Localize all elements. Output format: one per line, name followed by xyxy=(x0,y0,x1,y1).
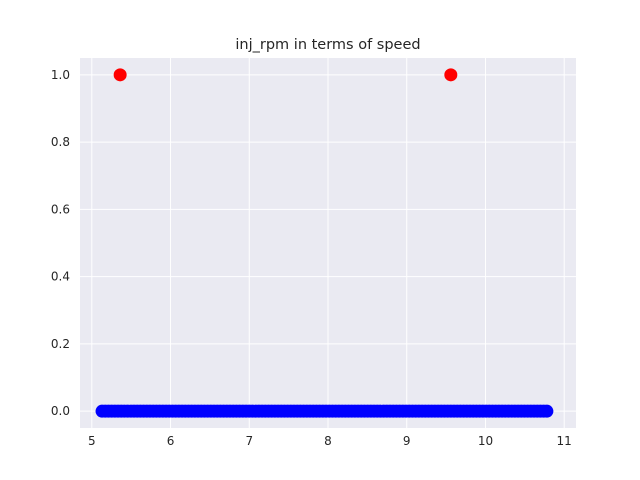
x-tick-label: 11 xyxy=(557,434,572,448)
y-tick-label: 0.0 xyxy=(51,404,70,418)
x-tick-label: 8 xyxy=(324,434,332,448)
scatter-point xyxy=(444,68,458,82)
x-tick-label: 10 xyxy=(478,434,493,448)
y-tick-label: 0.4 xyxy=(51,270,70,284)
y-tick-label: 0.6 xyxy=(51,202,70,216)
data-points xyxy=(95,68,554,418)
x-tick-label: 7 xyxy=(245,434,253,448)
y-axis-ticks: 0.0 0.2 0.4 0.6 0.8 1.0 xyxy=(51,68,70,418)
scatter-point xyxy=(113,68,127,82)
x-tick-label: 5 xyxy=(88,434,96,448)
y-tick-label: 0.8 xyxy=(51,135,70,149)
y-tick-label: 1.0 xyxy=(51,68,70,82)
x-tick-label: 6 xyxy=(167,434,175,448)
scatter-point xyxy=(540,404,554,418)
y-tick-label: 0.2 xyxy=(51,337,70,351)
x-axis-ticks: 5 6 7 8 9 10 11 xyxy=(88,434,572,448)
x-tick-label: 9 xyxy=(403,434,411,448)
chart-title: inj_rpm in terms of speed xyxy=(235,37,420,53)
